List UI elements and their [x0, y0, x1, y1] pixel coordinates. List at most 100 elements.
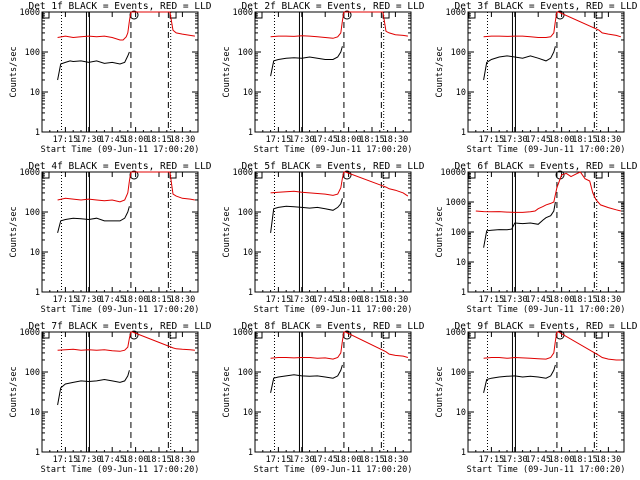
panel-title: Det 7f BLACK = Events, RED = LLD [28, 321, 211, 332]
x-axis-label: Start Time (09-Jun-11 17:00:20) [467, 305, 626, 315]
x-tick-label: 18:15 [572, 295, 598, 305]
x-tick-label: 18:00 [336, 295, 362, 305]
x-tick-label: 18:00 [123, 135, 149, 145]
x-tick-label: 18:30 [383, 455, 409, 465]
y-tick-label: 10 [30, 408, 40, 418]
x-tick-label: 18:00 [549, 455, 575, 465]
x-tick-label: 18:15 [572, 135, 598, 145]
x-axis-label: Start Time (09-Jun-11 17:00:20) [41, 145, 200, 155]
y-tick-label: 1 [35, 448, 40, 458]
plot-frame [467, 171, 625, 293]
start-square-marker [255, 331, 263, 339]
x-axis-label: Start Time (09-Jun-11 17:00:20) [41, 305, 200, 315]
y-axis-label: Counts/sec [435, 366, 445, 417]
panel-title: Det 8f BLACK = Events, RED = LLD [241, 321, 424, 332]
y-tick-label: 10 [456, 88, 466, 98]
y-axis-label: Counts/sec [435, 46, 445, 97]
x-tick-label: 17:30 [289, 295, 315, 305]
x-tick-label: 18:00 [336, 135, 362, 145]
panel-title: Det 4f BLACK = Events, RED = LLD [28, 161, 211, 172]
events-series-line [270, 198, 343, 233]
y-axis-label: Counts/sec [9, 206, 19, 257]
y-tick-label: 1000 [233, 8, 253, 18]
events-series-line [483, 46, 556, 81]
y-tick-label: 1000 [20, 328, 40, 338]
x-tick-label: 17:15 [266, 455, 292, 465]
x-axis-label: Start Time (09-Jun-11 17:00:20) [254, 465, 413, 475]
x-tick-label: 17:30 [289, 455, 315, 465]
x-tick-label: 17:15 [479, 295, 505, 305]
x-tick-label: 17:30 [76, 295, 102, 305]
lld-series-line [270, 171, 409, 197]
y-tick-label: 10000 [440, 168, 466, 178]
x-tick-label: 18:00 [549, 295, 575, 305]
y-axis-label: Counts/sec [222, 366, 232, 417]
x-tick-label: 18:15 [146, 135, 172, 145]
panel-9: Det 9f BLACK = Events, RED = LLD 1 10 100 10… [435, 321, 638, 475]
y-axis-label: Counts/sec [435, 206, 445, 257]
y-tick-label: 1 [248, 448, 253, 458]
x-tick-label: 18:30 [383, 135, 409, 145]
plot-frame [467, 11, 625, 133]
x-tick-label: 17:45 [312, 295, 338, 305]
x-tick-label: 17:45 [525, 455, 551, 465]
plot-frame [41, 11, 199, 133]
y-tick-label: 100 [451, 228, 466, 238]
y-tick-label: 1 [461, 448, 466, 458]
y-tick-label: 1 [248, 128, 253, 138]
y-tick-label: 1000 [233, 328, 253, 338]
x-tick-label: 17:45 [99, 455, 125, 465]
y-tick-label: 10 [456, 258, 466, 268]
y-tick-label: 10 [243, 408, 253, 418]
plot-frame [254, 171, 412, 293]
x-tick-label: 18:15 [146, 295, 172, 305]
x-tick-label: 17:30 [502, 455, 528, 465]
x-tick-label: 17:15 [479, 135, 505, 145]
start-square-marker [468, 331, 476, 339]
x-tick-label: 18:00 [549, 135, 575, 145]
x-axis-label: Start Time (09-Jun-11 17:00:20) [41, 465, 200, 475]
events-series-line [270, 46, 343, 77]
panel-title: Det 2f BLACK = Events, RED = LLD [241, 1, 424, 12]
x-axis-label: Start Time (09-Jun-11 17:00:20) [467, 465, 626, 475]
y-axis-label: Counts/sec [222, 206, 232, 257]
x-tick-label: 17:30 [502, 295, 528, 305]
y-tick-label: 10 [243, 88, 253, 98]
events-series-line [57, 206, 130, 234]
x-tick-label: 18:00 [123, 455, 149, 465]
y-tick-label: 1 [35, 128, 40, 138]
lld-series-line [270, 11, 408, 39]
start-square-marker [42, 11, 50, 19]
x-tick-label: 18:30 [596, 135, 622, 145]
square-marker [595, 331, 603, 339]
y-tick-label: 1000 [446, 8, 466, 18]
y-tick-label: 1 [461, 288, 466, 298]
x-tick-label: 18:15 [359, 455, 385, 465]
panel-title: Det 9f BLACK = Events, RED = LLD [454, 321, 637, 332]
y-tick-label: 100 [238, 208, 253, 218]
x-tick-label: 18:15 [359, 135, 385, 145]
start-square-marker [42, 331, 50, 339]
x-tick-label: 17:45 [99, 135, 125, 145]
x-axis-label: Start Time (09-Jun-11 17:00:20) [254, 145, 413, 155]
x-tick-label: 17:30 [76, 135, 102, 145]
start-square-marker [255, 11, 263, 19]
x-tick-label: 18:30 [383, 295, 409, 305]
x-tick-label: 18:15 [359, 295, 385, 305]
y-tick-label: 10 [30, 248, 40, 258]
y-tick-label: 10 [243, 248, 253, 258]
plot-frame [41, 171, 199, 293]
x-axis-label: Start Time (09-Jun-11 17:00:20) [254, 305, 413, 315]
y-tick-label: 1000 [446, 328, 466, 338]
panel-6: Det 6f BLACK = Events, RED = LLD 1 10 100 10… [435, 161, 638, 315]
x-tick-label: 17:30 [502, 135, 528, 145]
panel-7: Det 7f BLACK = Events, RED = LLD 1 10 100 10… [9, 321, 212, 475]
panel-title: Det 6f BLACK = Events, RED = LLD [454, 161, 637, 172]
x-tick-label: 18:15 [146, 455, 172, 465]
start-square-marker [468, 11, 476, 19]
lld-series-line [475, 171, 622, 213]
y-tick-label: 10 [30, 88, 40, 98]
square-marker [382, 331, 390, 339]
panel-3: Det 3f BLACK = Events, RED = LLD 1 10 100 10… [435, 1, 638, 155]
plot-frame [254, 331, 412, 453]
